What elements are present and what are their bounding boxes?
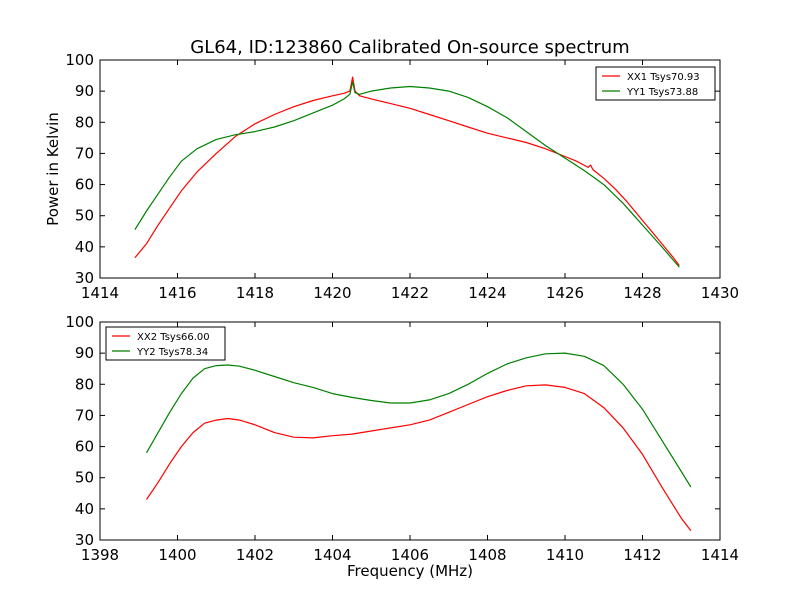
x-tick-label: 1424 xyxy=(468,284,506,302)
y-tick-label: 30 xyxy=(75,269,94,287)
y-tick-label: 100 xyxy=(65,313,94,331)
x-tick-label: 1402 xyxy=(236,546,274,564)
x-tick-label: 1422 xyxy=(391,284,429,302)
legend-label: YY1 Tsys73.88 xyxy=(626,87,698,98)
legend-label: XX1 Tsys70.93 xyxy=(627,72,700,83)
x-tick-label: 1400 xyxy=(158,546,196,564)
series-line-xx1 xyxy=(134,76,680,266)
y-tick-label: 100 xyxy=(65,51,94,69)
legend-box xyxy=(105,326,226,361)
y-tick-label: 70 xyxy=(75,406,94,424)
series-line-yy2 xyxy=(145,352,692,488)
series-line-xx2 xyxy=(146,384,692,532)
y-tick-label: 90 xyxy=(75,82,94,100)
bottom-plot: 1398 1400 1402 1404 1406 1408 1410 1412 1414 30 40… xyxy=(65,313,739,564)
legend: XX2 Tsys66.00 YY2 Tsys78.34 xyxy=(105,326,226,361)
y-tick-label: 50 xyxy=(75,207,94,225)
legend: XX1 Tsys70.93 YY1 Tsys73.88 xyxy=(595,66,716,101)
top-plot: 1414 1416 1418 1420 1422 1424 1426 1428 1430 30 40… xyxy=(65,51,739,302)
y-tick-label: 90 xyxy=(75,344,94,362)
x-tick-label: 1428 xyxy=(623,284,661,302)
x-tick-label: 1420 xyxy=(313,284,351,302)
y-tick-label: 70 xyxy=(75,144,94,162)
x-tick-label: 1416 xyxy=(158,284,196,302)
x-tick-label: 1404 xyxy=(313,546,351,564)
x-tick-label: 1426 xyxy=(546,284,584,302)
y-tick-label: 80 xyxy=(75,375,94,393)
x-tick-label: 1414 xyxy=(81,284,119,302)
y-axis-label: Power in Kelvin xyxy=(44,112,62,226)
y-tick-label: 60 xyxy=(75,176,94,194)
y-tick-label: 60 xyxy=(75,438,94,456)
legend-label: YY2 Tsys78.34 xyxy=(136,347,208,358)
legend-box xyxy=(595,66,716,101)
y-tick-label: 40 xyxy=(75,500,94,518)
x-tick-label: 1398 xyxy=(81,546,119,564)
x-tick-label: 1430 xyxy=(701,284,739,302)
x-tick-label: 1406 xyxy=(391,546,429,564)
x-tick-label: 1408 xyxy=(468,546,506,564)
y-tick-label: 30 xyxy=(75,531,94,549)
y-tick-label: 40 xyxy=(75,238,94,256)
y-tick-label: 80 xyxy=(75,113,94,131)
x-tick-label: 1412 xyxy=(623,546,661,564)
x-tick-label: 1418 xyxy=(236,284,274,302)
y-tick-label: 50 xyxy=(75,469,94,487)
series-line-yy1 xyxy=(134,81,680,268)
x-axis-label: Frequency (MHz) xyxy=(347,562,473,580)
legend-label: XX2 Tsys66.00 xyxy=(137,332,210,343)
x-tick-label: 1410 xyxy=(546,546,584,564)
chart-title: GL64, ID:123860 Calibrated On-source spe… xyxy=(190,37,629,58)
x-tick-label: 1414 xyxy=(701,546,739,564)
